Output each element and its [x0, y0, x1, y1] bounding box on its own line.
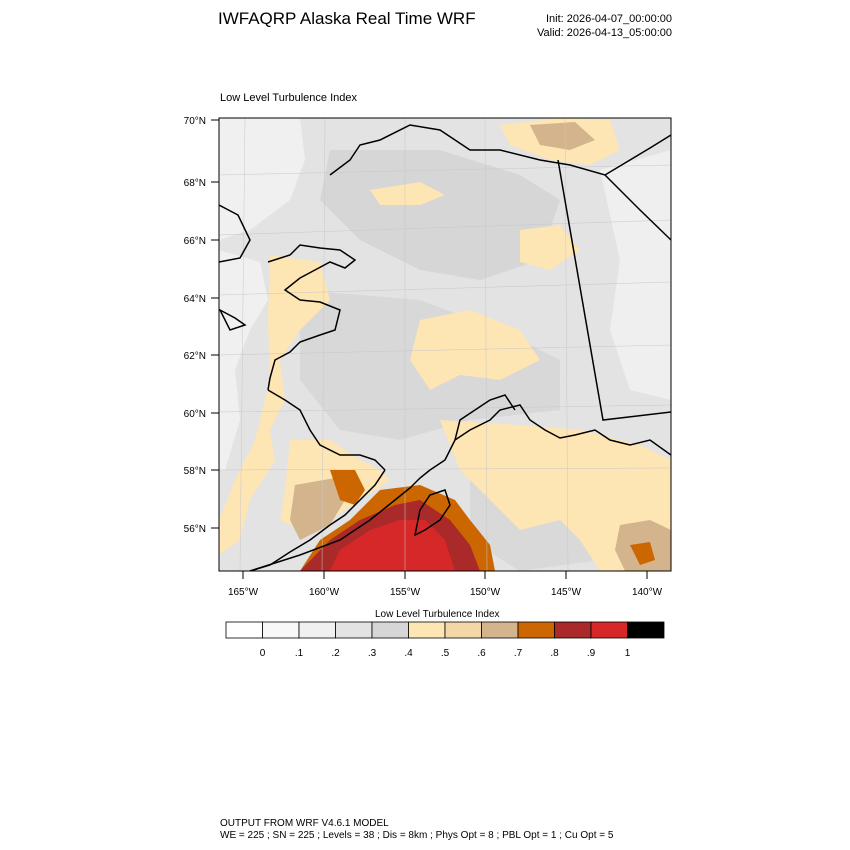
field-pale-interior	[410, 310, 540, 390]
coast-arctic	[219, 204, 251, 263]
colorbar-swatch	[517, 621, 555, 639]
colorbar	[225, 621, 665, 639]
field-tan-bristol	[290, 478, 345, 540]
colorbar-tick-label: .5	[441, 648, 450, 659]
map-title: Low Level Turbulence Index	[220, 92, 357, 104]
colorbar-swatch	[371, 621, 409, 639]
colorbar-swatch	[335, 621, 373, 639]
field-light-west-2	[219, 250, 268, 470]
map-frame	[218, 117, 672, 572]
field-mid-gray-1	[320, 150, 560, 280]
colorbar-tick-label: 1	[625, 648, 631, 659]
field-tan-slope	[530, 122, 595, 150]
colorbar-tick-label: .3	[368, 648, 377, 659]
coast-inlet-2	[454, 394, 516, 441]
field-pale-west	[219, 255, 330, 555]
lat-label-58: 58°N	[184, 466, 206, 477]
colorbar-tick-label: .2	[331, 648, 340, 659]
lat-label-68: 68°N	[184, 178, 206, 189]
model-info-line2: WE = 225 ; SN = 225 ; Levels = 38 ; Dis …	[220, 830, 614, 841]
coast-peninsula	[249, 469, 386, 571]
lon-label-150w: 150°W	[470, 587, 501, 598]
colorbar-tick-label: 0	[260, 648, 266, 659]
coast-cook-inlet	[429, 404, 671, 471]
model-info-line1: OUTPUT FROM WRF V4.6.1 MODEL	[220, 818, 389, 829]
colorbar-swatch	[225, 621, 263, 639]
colorbar-swatch	[444, 621, 482, 639]
lat-label-62: 62°N	[184, 351, 206, 362]
map-field	[219, 118, 671, 571]
page-title: IWFAQRP Alaska Real Time WRF	[218, 9, 476, 28]
colorbar-swatch	[408, 621, 446, 639]
coastlines	[219, 124, 671, 571]
field-light-east	[600, 150, 671, 400]
field-pale-north	[370, 182, 445, 205]
lon-label-140w: 140°W	[632, 587, 663, 598]
colorbar-tick-label: .8	[550, 648, 559, 659]
colorbar-tick-label: .7	[514, 648, 523, 659]
field-pale-interior-2	[520, 225, 580, 270]
colorbar-swatch	[262, 621, 300, 639]
coast-west	[267, 389, 386, 471]
coast-st-lawrence	[219, 308, 247, 331]
init-time: Init: 2026-04-07_00:00:00	[546, 13, 672, 25]
coast-peninsula-south	[249, 469, 431, 571]
coast-north-slope	[329, 124, 671, 176]
colorbar-swatch	[481, 621, 519, 639]
lon-label-155w: 155°W	[390, 587, 421, 598]
colorbar-swatch	[554, 621, 592, 639]
lat-label-60: 60°N	[184, 409, 206, 420]
field-red-core	[330, 520, 455, 571]
lon-label-160w: 160°W	[309, 587, 340, 598]
colorbar-title: Low Level Turbulence Index	[375, 609, 500, 620]
lat-label-64: 64°N	[184, 294, 206, 305]
lon-ticks	[242, 571, 648, 579]
field-light-west	[219, 118, 305, 240]
colorbar-tick-label: .9	[587, 648, 596, 659]
colorbar-labels: 0 .1 .2 .3 .4 .5 .6 .7 .8 .9 1	[260, 648, 631, 659]
graticule	[219, 118, 671, 571]
colorbar-swatch	[627, 621, 665, 639]
lat-label-56: 56°N	[184, 524, 206, 535]
field-orange-peninsula	[330, 470, 365, 505]
lat-label-66: 66°N	[184, 236, 206, 247]
colorbar-tick-label: .1	[295, 648, 304, 659]
colorbar-swatch	[590, 621, 628, 639]
field-orange-southeast	[630, 542, 655, 565]
lat-ticks	[211, 119, 219, 529]
valid-time: Valid: 2026-04-13_05:00:00	[537, 27, 672, 39]
colorbar-tick-label: .4	[404, 648, 413, 659]
coast-northwest	[267, 244, 357, 391]
colorbar-swatch	[298, 621, 336, 639]
coast-kodiak	[413, 489, 451, 537]
lon-label-145w: 145°W	[551, 587, 582, 598]
colorbar-tick-label: .6	[477, 648, 486, 659]
lat-label-70: 70°N	[184, 116, 206, 127]
border-canada	[557, 159, 671, 421]
border-yukon	[604, 174, 671, 241]
field-pale-gulf	[440, 420, 671, 571]
lon-label-165w: 165°W	[228, 587, 259, 598]
